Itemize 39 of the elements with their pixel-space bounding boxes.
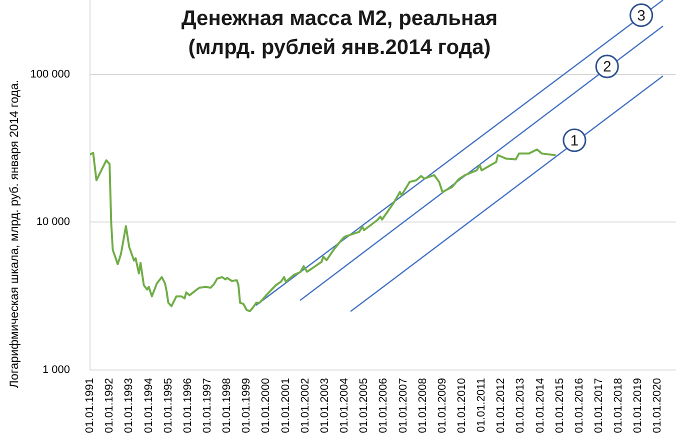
annotation: 2 <box>602 58 612 76</box>
x-tick-label: 01.01.2002 <box>299 378 312 434</box>
x-tick-label: 01.01.1999 <box>240 378 253 434</box>
x-tick-label: 01.01.2010 <box>456 378 468 434</box>
x-tick-label: 01.01.2020 <box>652 378 664 434</box>
x-tick-label: 01.01.2015 <box>554 378 566 434</box>
x-tick-label: 01.01.1996 <box>182 378 194 434</box>
x-tick-label: 01.01.2007 <box>397 378 410 434</box>
x-tick-label: 01.01.1997 <box>202 378 214 434</box>
x-tick-label: 01.01.2003 <box>318 378 331 434</box>
x-tick-label: 01.01.2000 <box>260 378 272 434</box>
x-tick-label: 01.01.2014 <box>534 378 546 434</box>
annotation: 3 <box>637 7 646 24</box>
x-tick-label: 01.01.1994 <box>142 378 155 434</box>
x-tick-label: 01.01.1995 <box>162 378 174 434</box>
x-tick-label: 01.01.2017 <box>593 378 606 434</box>
x-tick-label: 01.01.2019 <box>632 378 644 434</box>
x-tick-label: 01.01.2018 <box>612 378 625 434</box>
y-tick-label: 100 000 <box>30 68 70 80</box>
y-tick-label: 1 000 <box>42 364 70 376</box>
x-tick-label: 01.01.2004 <box>338 378 351 434</box>
x-tick-label: 01.01.2013 <box>514 378 527 434</box>
x-tick-label: 01.01.2009 <box>436 378 448 434</box>
x-tick-label: 01.01.2001 <box>280 378 292 434</box>
x-tick-label: 01.01.1991 <box>84 378 96 434</box>
x-tick-label: 01.01.2012 <box>495 378 508 434</box>
x-tick-label: 01.01.2008 <box>416 378 429 434</box>
x-tick-label: 01.01.1998 <box>221 378 234 434</box>
x-tick-label: 01.01.2016 <box>573 378 586 434</box>
x-tick-label: 01.01.1993 <box>123 378 136 434</box>
chart-title: Денежная масса М2, реальная <box>181 7 498 30</box>
text: (млрд. рублей янв.2014 года) <box>187 36 492 60</box>
x-tick-label: 01.01.2005 <box>358 378 370 434</box>
y-axis-title: Логарифмическая шкала, млрд. руб. января 2014 года. <box>7 80 21 388</box>
x-tick-label: 01.01.1992 <box>104 378 116 434</box>
x-tick-label: 01.01.2011 <box>476 378 488 432</box>
x-tick-label: 01.01.2006 <box>378 378 390 434</box>
annotation: 1 <box>570 132 579 150</box>
y-tick-label: 10 000 <box>36 216 70 228</box>
